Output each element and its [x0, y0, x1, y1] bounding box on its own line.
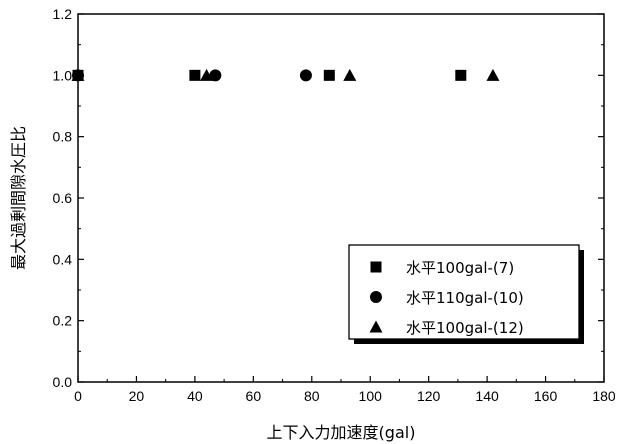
data-point-circle [209, 69, 222, 82]
y-tick-label: 0.8 [53, 129, 73, 145]
x-axis-title: 上下入力加速度(gal) [267, 423, 416, 442]
y-tick-label: 0.4 [53, 251, 73, 267]
x-tick-label: 160 [534, 388, 558, 404]
legend-marker-circle [370, 291, 382, 303]
legend-label: 水平100gal-(12) [406, 319, 524, 337]
data-point-triangle [343, 68, 357, 81]
y-tick-label: 1.0 [53, 67, 73, 83]
x-tick-label: 80 [304, 388, 320, 404]
x-axis-ticks: 0 20 40 60 80 100 120 140 160 180 [74, 376, 616, 404]
y-tick-label: 0.6 [53, 190, 73, 206]
legend-label: 水平110gal-(10) [406, 289, 524, 307]
data-points [71, 68, 500, 82]
x-tick-label: 0 [74, 388, 82, 404]
data-point-circle [299, 69, 312, 82]
data-point-triangle [200, 68, 214, 81]
legend-box [348, 244, 580, 340]
x-tick-label: 20 [129, 388, 145, 404]
legend-marker-triangle [369, 320, 383, 333]
x-tick-label: 100 [359, 388, 383, 404]
data-point-square [455, 69, 467, 81]
x-tick-label: 120 [417, 388, 441, 404]
legend: 水平100gal-(7) 水平110gal-(10) 水平100gal-(12) [348, 244, 584, 344]
x-tick-label: 40 [187, 388, 203, 404]
data-point-square [323, 69, 335, 81]
x-tick-label: 140 [475, 388, 499, 404]
x-tick-label: 60 [246, 388, 262, 404]
data-point-triangle [71, 68, 85, 81]
legend-label: 水平100gal-(7) [406, 259, 514, 277]
legend-marker-square [370, 261, 382, 273]
y-axis-ticks: 0.0 0.2 0.4 0.6 0.8 1.0 1.2 [53, 6, 604, 390]
y-tick-label: 0.2 [53, 313, 73, 329]
y-tick-label: 1.2 [53, 6, 73, 22]
data-point-triangle [486, 68, 500, 81]
legend-items: 水平100gal-(7) 水平110gal-(10) 水平100gal-(12) [369, 259, 524, 337]
data-point-square [189, 69, 201, 81]
y-tick-label: 0.0 [53, 374, 73, 390]
x-tick-label: 180 [592, 388, 616, 404]
y-axis-title: 最大過剰間隙水圧比 [9, 126, 28, 270]
